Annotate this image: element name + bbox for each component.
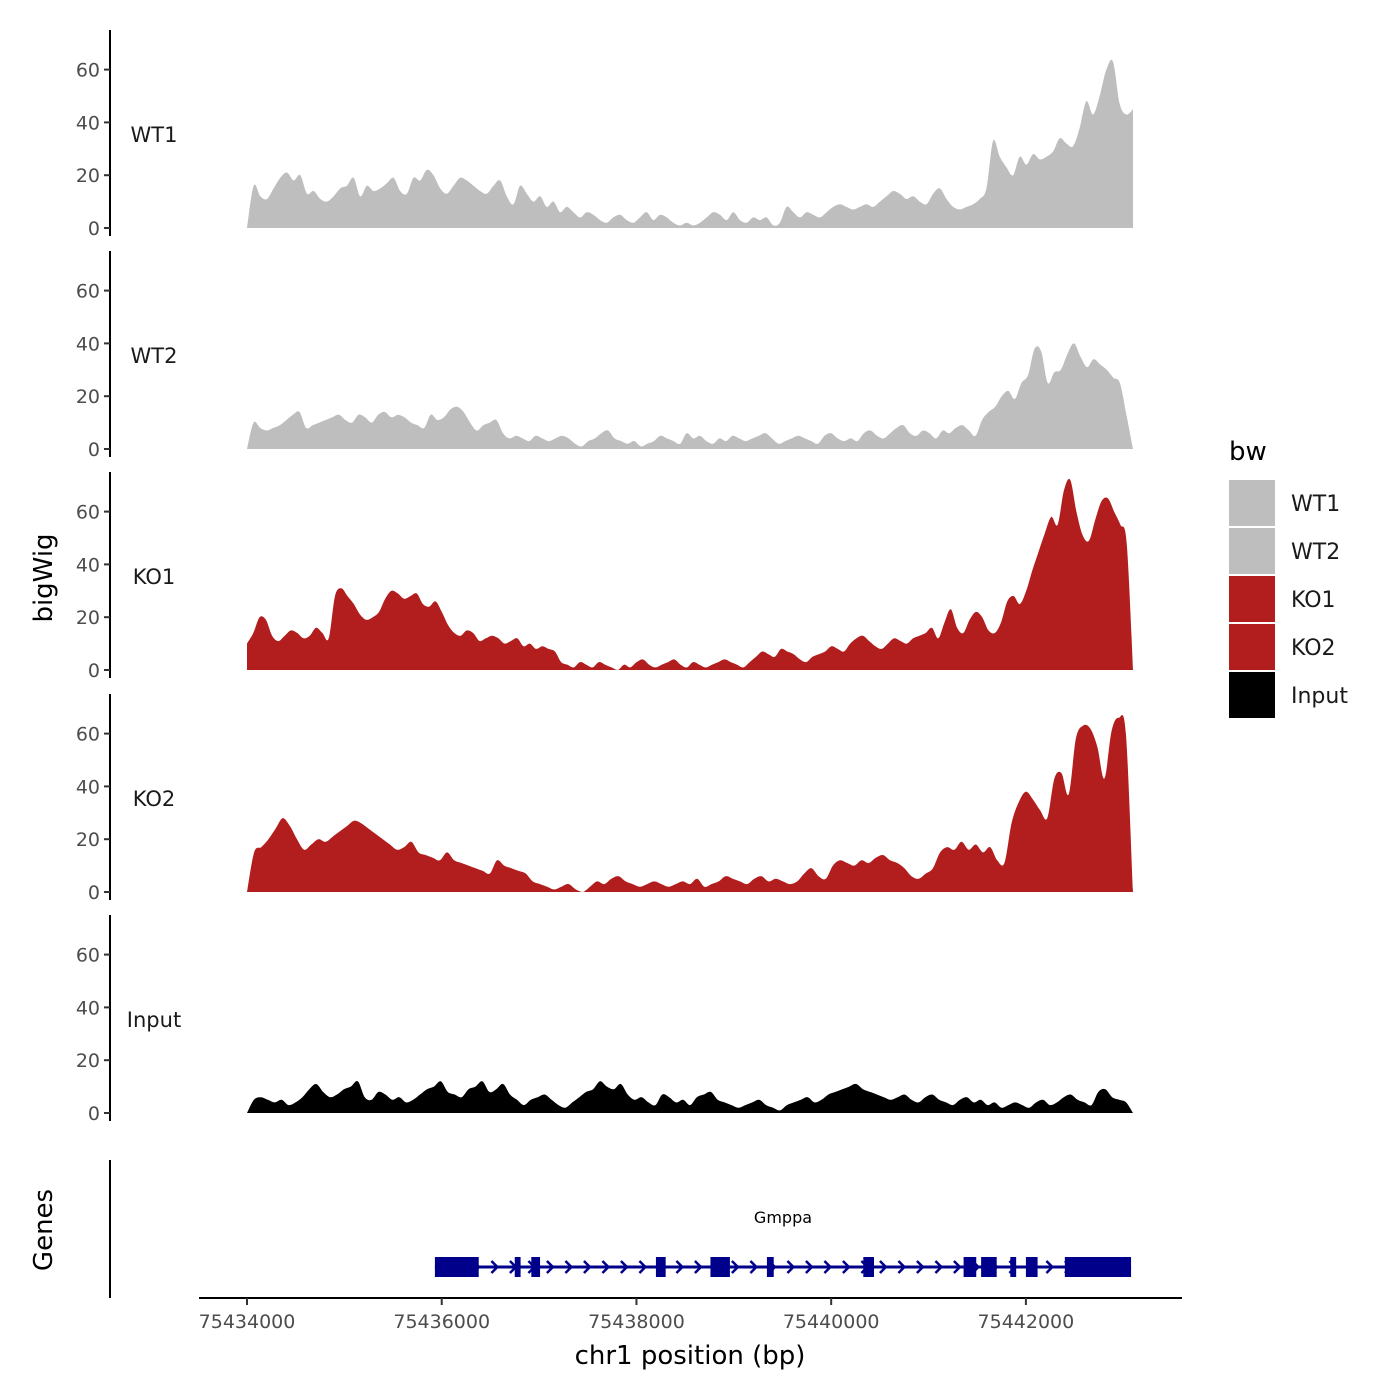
- gene-layer: Gmppa: [109, 1160, 1132, 1298]
- y-tick-label: 20: [76, 165, 100, 187]
- legend-swatch-wt1: [1229, 480, 1275, 526]
- y-tick-label: 0: [88, 439, 100, 461]
- x-tick-label: 75434000: [199, 1311, 296, 1333]
- strand-arrow: [805, 1260, 814, 1274]
- y-tick-label: 0: [88, 882, 100, 904]
- y-tick-label: 0: [88, 218, 100, 240]
- gene-exon: [434, 1257, 479, 1277]
- gene-exon: [710, 1257, 730, 1277]
- gene-exon: [531, 1257, 541, 1277]
- x-tick-label: 75436000: [393, 1311, 490, 1333]
- legend-label: Input: [1291, 684, 1348, 709]
- legend-label: WT2: [1291, 540, 1340, 565]
- legend-swatch-ko1: [1229, 576, 1275, 622]
- strand-arrow: [490, 1260, 500, 1274]
- x-tick-label: 75442000: [978, 1311, 1075, 1333]
- track-label: Input: [127, 1008, 181, 1032]
- y-tick-label: 20: [76, 829, 100, 851]
- legend-swatch-wt2: [1229, 528, 1275, 574]
- legend: bw WT1 WT2 KO1 KO2 Input: [1229, 437, 1348, 718]
- strand-arrow: [786, 1260, 796, 1274]
- legend-label: KO1: [1291, 588, 1336, 613]
- strand-arrow: [675, 1260, 685, 1274]
- legend-swatch-input: [1229, 672, 1275, 718]
- strand-arrow: [694, 1260, 703, 1274]
- coverage-area-ko1: [247, 478, 1133, 670]
- strand-arrow: [583, 1260, 592, 1274]
- y-tick-label: 20: [76, 386, 100, 408]
- track-label: KO1: [133, 565, 176, 589]
- strand-arrow: [1045, 1260, 1055, 1274]
- strand-arrow: [916, 1260, 925, 1274]
- strand-arrow: [749, 1260, 759, 1274]
- track-label: WT1: [131, 123, 178, 147]
- y-tick-label: 60: [76, 945, 100, 967]
- y-tick-label: 0: [88, 660, 100, 682]
- y-tick-label: 20: [76, 607, 100, 629]
- coverage-area-wt1: [247, 59, 1133, 229]
- tracks-layer: 0 20 40 60 WT1 0 20 40 60 WT2 0 20 40 60 KO1 0 20 40 60 KO2…: [76, 30, 1133, 1125]
- gene-exon: [766, 1257, 774, 1277]
- gene-exon: [1010, 1257, 1017, 1277]
- strand-arrow: [879, 1260, 888, 1274]
- strand-arrow: [934, 1260, 944, 1274]
- strand-arrow: [638, 1260, 648, 1274]
- strand-arrow: [953, 1260, 962, 1274]
- gene-exon: [514, 1257, 521, 1277]
- strand-arrow: [620, 1260, 629, 1274]
- legend-title: bw: [1229, 437, 1267, 467]
- x-axis-title: chr1 position (bp): [575, 1341, 806, 1371]
- y-tick-label: 40: [76, 333, 100, 355]
- gene-exon: [655, 1257, 666, 1277]
- x-tick-label: 75438000: [588, 1311, 685, 1333]
- track-panel: 0 20 40 60 KO1: [76, 472, 1133, 682]
- gene-exon: [1025, 1257, 1038, 1277]
- y-axis-title: bigWig: [29, 533, 59, 622]
- gene-name-label: Gmppa: [754, 1208, 812, 1227]
- strand-arrow: [546, 1260, 555, 1274]
- gene-exon: [863, 1257, 875, 1277]
- strand-arrow: [842, 1260, 851, 1274]
- y-tick-label: 60: [76, 724, 100, 746]
- x-axis: 75434000 75436000 75438000 75440000 75442000: [199, 1297, 1182, 1333]
- strand-arrow: [601, 1260, 611, 1274]
- legend-label: KO2: [1291, 636, 1336, 661]
- x-tick-label: 75440000: [783, 1311, 880, 1333]
- strand-arrow: [731, 1260, 740, 1274]
- y-tick-label: 60: [76, 60, 100, 82]
- strand-arrow: [823, 1260, 833, 1274]
- genes-axis-title: Genes: [29, 1189, 59, 1271]
- y-tick-label: 40: [76, 554, 100, 576]
- legend-swatch-ko2: [1229, 624, 1275, 670]
- track-panel: 0 20 40 60 WT1: [76, 30, 1133, 240]
- y-tick-label: 0: [88, 1103, 100, 1125]
- y-tick-label: 20: [76, 1050, 100, 1072]
- y-tick-label: 60: [76, 502, 100, 524]
- gene-exon: [1064, 1257, 1132, 1277]
- y-tick-label: 40: [76, 776, 100, 798]
- coverage-area-ko2: [247, 714, 1133, 892]
- strand-arrow: [897, 1260, 907, 1274]
- track-label: KO2: [133, 787, 176, 811]
- legend-label: WT1: [1291, 492, 1340, 517]
- track-panel: 0 20 40 60 KO2: [76, 694, 1133, 904]
- gene-exon: [981, 1257, 997, 1277]
- track-panel: 0 20 40 60 Input: [76, 915, 1133, 1125]
- track-panel: 0 20 40 60 WT2: [76, 251, 1133, 461]
- y-tick-label: 40: [76, 112, 100, 134]
- y-tick-label: 60: [76, 281, 100, 303]
- coverage-area-wt2: [247, 343, 1133, 449]
- coverage-area-input: [247, 1080, 1133, 1113]
- y-tick-label: 40: [76, 997, 100, 1019]
- strand-arrow: [564, 1260, 574, 1274]
- gene-exon: [963, 1257, 977, 1277]
- track-label: WT2: [131, 344, 178, 368]
